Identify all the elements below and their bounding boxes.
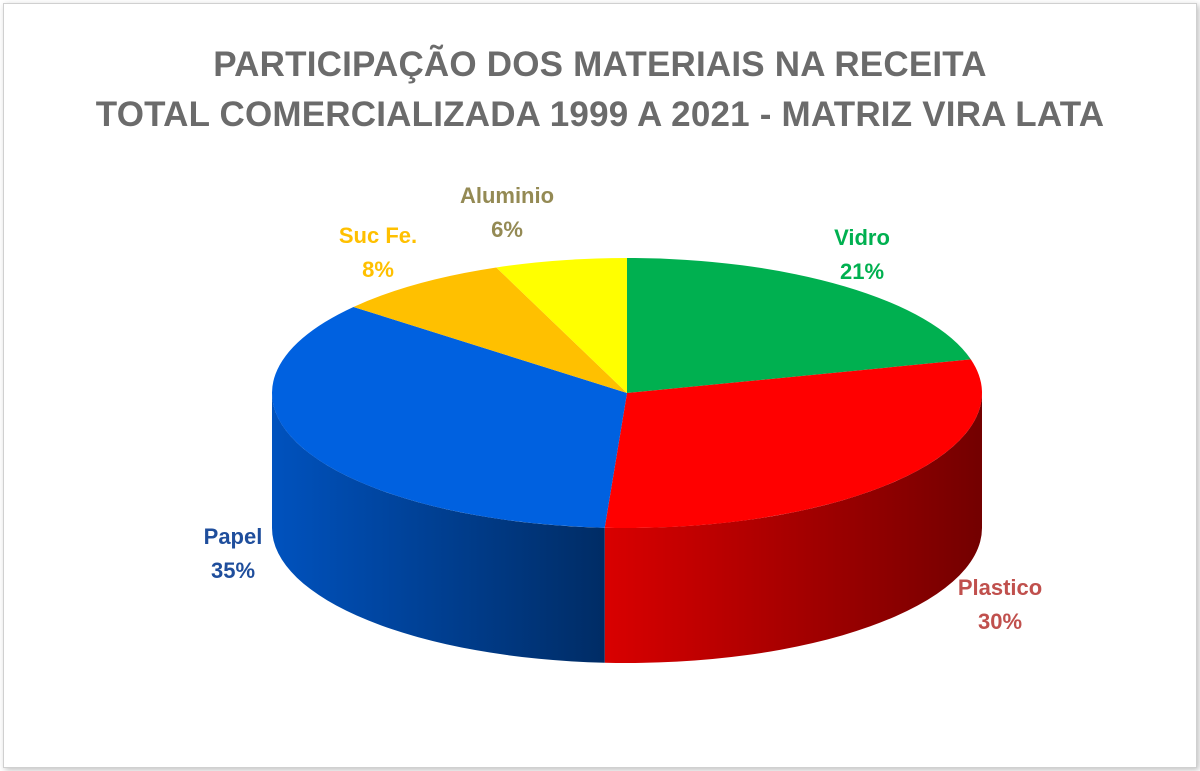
data-label-plastico-name: Plastico <box>958 575 1042 600</box>
data-labels: Vidro 21% Plastico 30% Papel 35% Suc Fe. 8% Alum… <box>204 183 1043 634</box>
data-label-vidro-value: 21% <box>840 259 884 284</box>
data-label-vidro-name: Vidro <box>834 225 890 250</box>
data-label-plastico-value: 30% <box>978 609 1022 634</box>
data-label-aluminio-name: Aluminio <box>460 183 554 208</box>
pie-slice-suc-fe <box>353 267 627 393</box>
data-label-papel-value: 35% <box>211 558 255 583</box>
pie-slices <box>272 258 982 528</box>
data-label-papel-name: Papel <box>204 524 263 549</box>
chart-title-line-2: TOTAL COMERCIALIZADA 1999 A 2021 - MATRI… <box>95 95 1105 134</box>
pie-side-walls <box>272 393 982 663</box>
pie-slice-papel <box>272 306 627 528</box>
data-label-suc-fe-name: Suc Fe. <box>339 223 417 248</box>
pie-slice-plastico <box>604 359 982 528</box>
data-label-suc-fe-value: 8% <box>362 257 394 282</box>
pie-side-papel <box>272 393 605 663</box>
pie-slice-aluminio <box>496 258 627 393</box>
pie-side-plastico <box>604 393 982 663</box>
data-label-aluminio-value: 6% <box>491 217 523 242</box>
pie-slice-vidro <box>627 258 971 393</box>
chart-title-line-1: PARTICIPAÇÃO DOS MATERIAIS NA RECEITA <box>213 45 987 84</box>
